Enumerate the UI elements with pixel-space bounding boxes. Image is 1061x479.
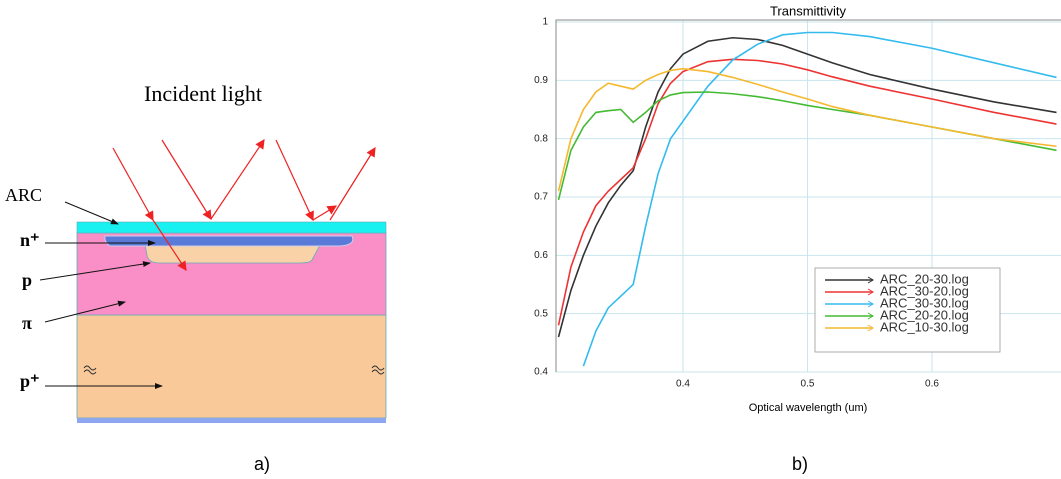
back-contact xyxy=(77,418,386,423)
legend-swatch-tip xyxy=(867,300,874,308)
axis-frame xyxy=(555,19,1061,372)
ray xyxy=(275,139,314,222)
chart-title: Transmittivity xyxy=(770,3,847,18)
layer-label: ARC xyxy=(5,185,42,205)
legend-label: ARC_20-20.log xyxy=(880,307,969,322)
legend-label: ARC_30-30.log xyxy=(880,295,969,310)
y-tick-label: 0.4 xyxy=(534,367,548,378)
ray xyxy=(329,146,376,221)
caption: b) xyxy=(792,454,808,474)
arc-layer xyxy=(76,221,387,234)
ray xyxy=(161,139,212,221)
break-mark xyxy=(83,365,97,375)
legend-swatch-tip xyxy=(867,276,874,284)
layer-label: p xyxy=(22,270,32,290)
legend-box xyxy=(814,267,1001,353)
series-line xyxy=(557,91,1057,201)
pointer xyxy=(39,261,151,281)
x-axis-label: Optical wavelength (um) xyxy=(749,402,868,414)
p-plus-layer xyxy=(76,314,387,419)
n-plus-region xyxy=(104,235,354,247)
pointer xyxy=(64,201,119,225)
series-line xyxy=(582,31,1057,367)
y-tick-label: 0.7 xyxy=(534,192,548,203)
p-well xyxy=(144,244,321,264)
y-tick-label: 0.8 xyxy=(534,133,548,144)
pointer xyxy=(44,300,126,323)
legend-swatch-tip xyxy=(867,312,874,320)
lines xyxy=(557,31,1057,367)
layer-label: π xyxy=(22,313,32,333)
legend-label: ARC_10-30.log xyxy=(880,319,969,334)
caption: a) xyxy=(254,454,270,474)
ray xyxy=(210,139,265,220)
light-rays xyxy=(112,139,376,272)
ray xyxy=(112,147,154,222)
plot: 0.4 0.5 0.6 0.7 0.8 0.9 1 0.4 0.5 0.6 ARC_20-30.lo… xyxy=(534,17,1061,390)
device-diagram: Incident light ARC n⁺ p π xyxy=(5,81,387,474)
diagram-heading: Incident light xyxy=(144,81,262,106)
legend-label: ARC_20-30.log xyxy=(880,271,969,286)
layer-label: n⁺ xyxy=(20,230,40,250)
legend-swatch-tip xyxy=(867,288,874,296)
label-pointers xyxy=(39,201,163,389)
ray xyxy=(152,219,187,272)
y-tick-label: 0.9 xyxy=(534,75,548,86)
ray xyxy=(312,205,338,221)
legend-label: ARC_30-20.log xyxy=(880,283,969,298)
break-mark xyxy=(371,365,385,375)
x-tick-label: 0.6 xyxy=(925,379,939,390)
x-tick-label: 0.4 xyxy=(676,379,690,390)
x-tick-label: 0.5 xyxy=(801,379,815,390)
y-tick-label: 0.5 xyxy=(534,308,548,319)
series-line xyxy=(557,58,1057,326)
series-line xyxy=(557,36,1057,338)
series-line xyxy=(557,67,1057,192)
y-tick-label: 0.6 xyxy=(534,250,548,261)
legend-swatch-tip xyxy=(867,324,874,332)
layer-label: p⁺ xyxy=(20,371,40,391)
y-tick-label: 1 xyxy=(542,17,548,28)
break-marks xyxy=(83,365,385,375)
